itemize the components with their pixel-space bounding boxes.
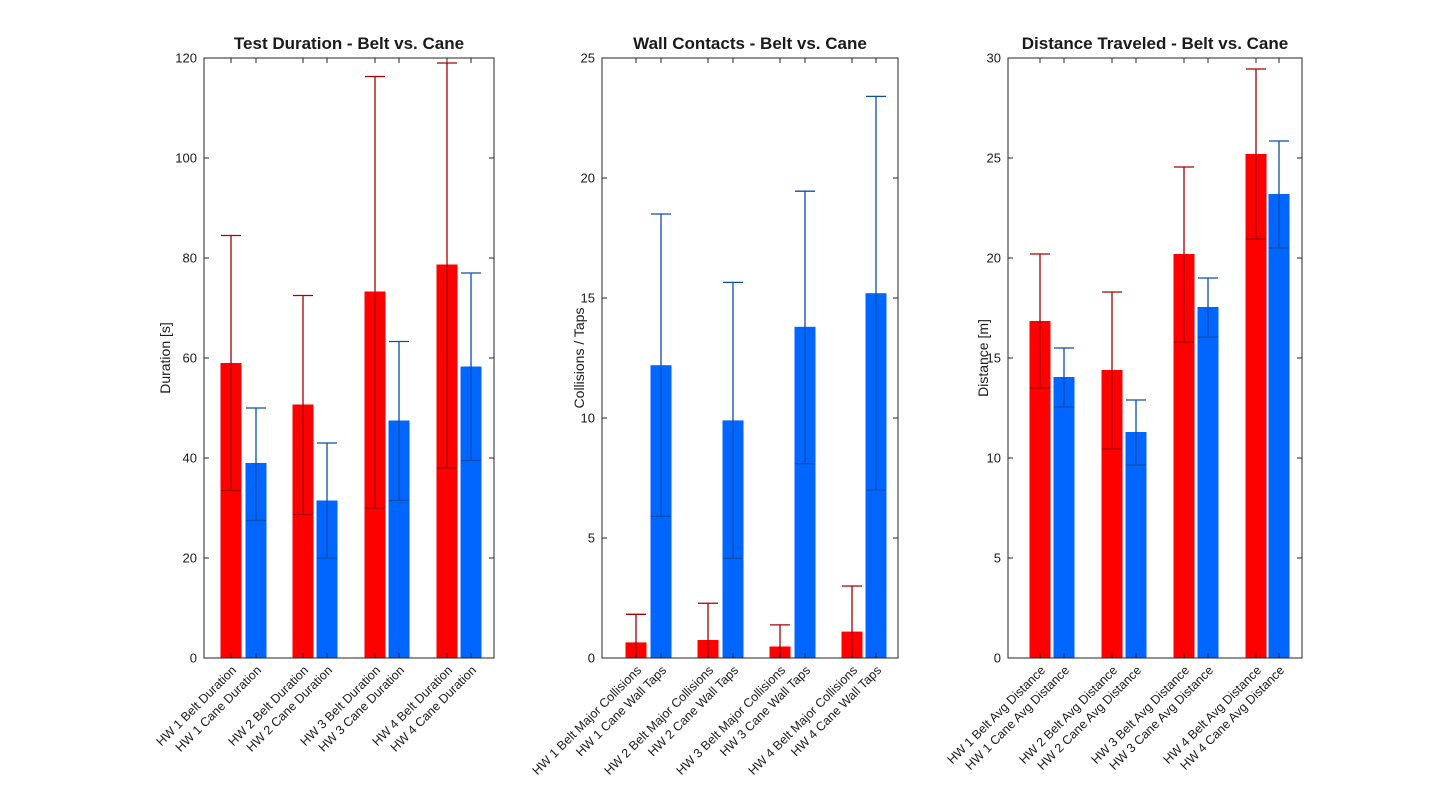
bar-belt-3 <box>1173 254 1195 658</box>
bar-belt-4 <box>1245 154 1267 658</box>
error-bar-4 <box>1126 399 1146 466</box>
bar-belt-1 <box>1029 321 1051 658</box>
bar-cane-2 <box>1125 432 1147 658</box>
y-tick-label: 60 <box>183 351 197 366</box>
chart-title: Distance Traveled - Belt vs. Cane <box>1022 34 1288 53</box>
y-tick-label: 0 <box>994 651 1001 666</box>
y-tick-label: 10 <box>581 411 595 426</box>
y-tick-label: 20 <box>581 171 595 186</box>
error-bar-8 <box>461 272 481 462</box>
error-bar-3 <box>293 294 313 516</box>
y-tick-label: 15 <box>987 351 1001 366</box>
y-tick-label: 15 <box>581 291 595 306</box>
y-tick-label: 10 <box>987 451 1001 466</box>
error-bar-1 <box>1030 253 1050 389</box>
bar-belt-2 <box>292 404 314 658</box>
y-tick-label: 20 <box>987 251 1001 266</box>
error-bar-1 <box>626 613 646 658</box>
y-tick-label: 5 <box>588 531 595 546</box>
bar-cane-2 <box>316 500 338 658</box>
error-bar-6 <box>389 340 409 502</box>
error-bar-3 <box>1102 291 1122 450</box>
error-bar-3 <box>698 602 718 658</box>
error-bar-8 <box>866 95 886 491</box>
y-tick-label: 0 <box>190 651 197 666</box>
error-bar-2 <box>1054 347 1074 408</box>
y-axis-label: Duration [s] <box>157 322 173 394</box>
error-bar-1 <box>221 234 241 492</box>
error-bar-5 <box>770 624 790 658</box>
y-tick-label: 40 <box>183 451 197 466</box>
bar-cane-4 <box>460 366 482 658</box>
error-bar-4 <box>317 442 337 559</box>
bar-cane-4 <box>1268 194 1290 658</box>
error-bar-7 <box>842 585 862 658</box>
error-bar-8 <box>1269 140 1289 249</box>
error-bar-2 <box>651 213 671 518</box>
bar-cane-3 <box>1197 307 1219 658</box>
chart-title: Test Duration - Belt vs. Cane <box>234 34 464 53</box>
y-tick-label: 30 <box>987 51 1001 66</box>
bar-belt-2 <box>1101 370 1123 658</box>
error-bar-7 <box>1246 68 1266 240</box>
y-tick-label: 100 <box>175 151 197 166</box>
bar-belt-1 <box>220 363 242 658</box>
bar-cane-1 <box>1053 377 1075 658</box>
error-bar-6 <box>1198 277 1218 338</box>
y-tick-label: 25 <box>581 51 595 66</box>
y-tick-label: 0 <box>588 651 595 666</box>
axes-box <box>601 57 899 659</box>
y-tick-label: 5 <box>994 551 1001 566</box>
error-bar-2 <box>246 407 266 522</box>
y-axis-label: Distance [m] <box>975 319 991 397</box>
error-bar-4 <box>723 281 743 560</box>
bar-cane-3 <box>388 420 410 658</box>
y-tick-label: 20 <box>183 551 197 566</box>
y-axis-label: Collisions / Taps <box>571 308 587 409</box>
error-bar-5 <box>1174 166 1194 343</box>
y-tick-label: 25 <box>987 151 1001 166</box>
y-tick-label: 120 <box>175 51 197 66</box>
chart-title: Wall Contacts - Belt vs. Cane <box>633 34 867 53</box>
error-bar-5 <box>365 75 385 509</box>
bar-cane-3 <box>794 326 816 658</box>
error-bar-6 <box>795 190 815 465</box>
bar-cane-1 <box>245 463 267 658</box>
y-tick-label: 80 <box>183 251 197 266</box>
